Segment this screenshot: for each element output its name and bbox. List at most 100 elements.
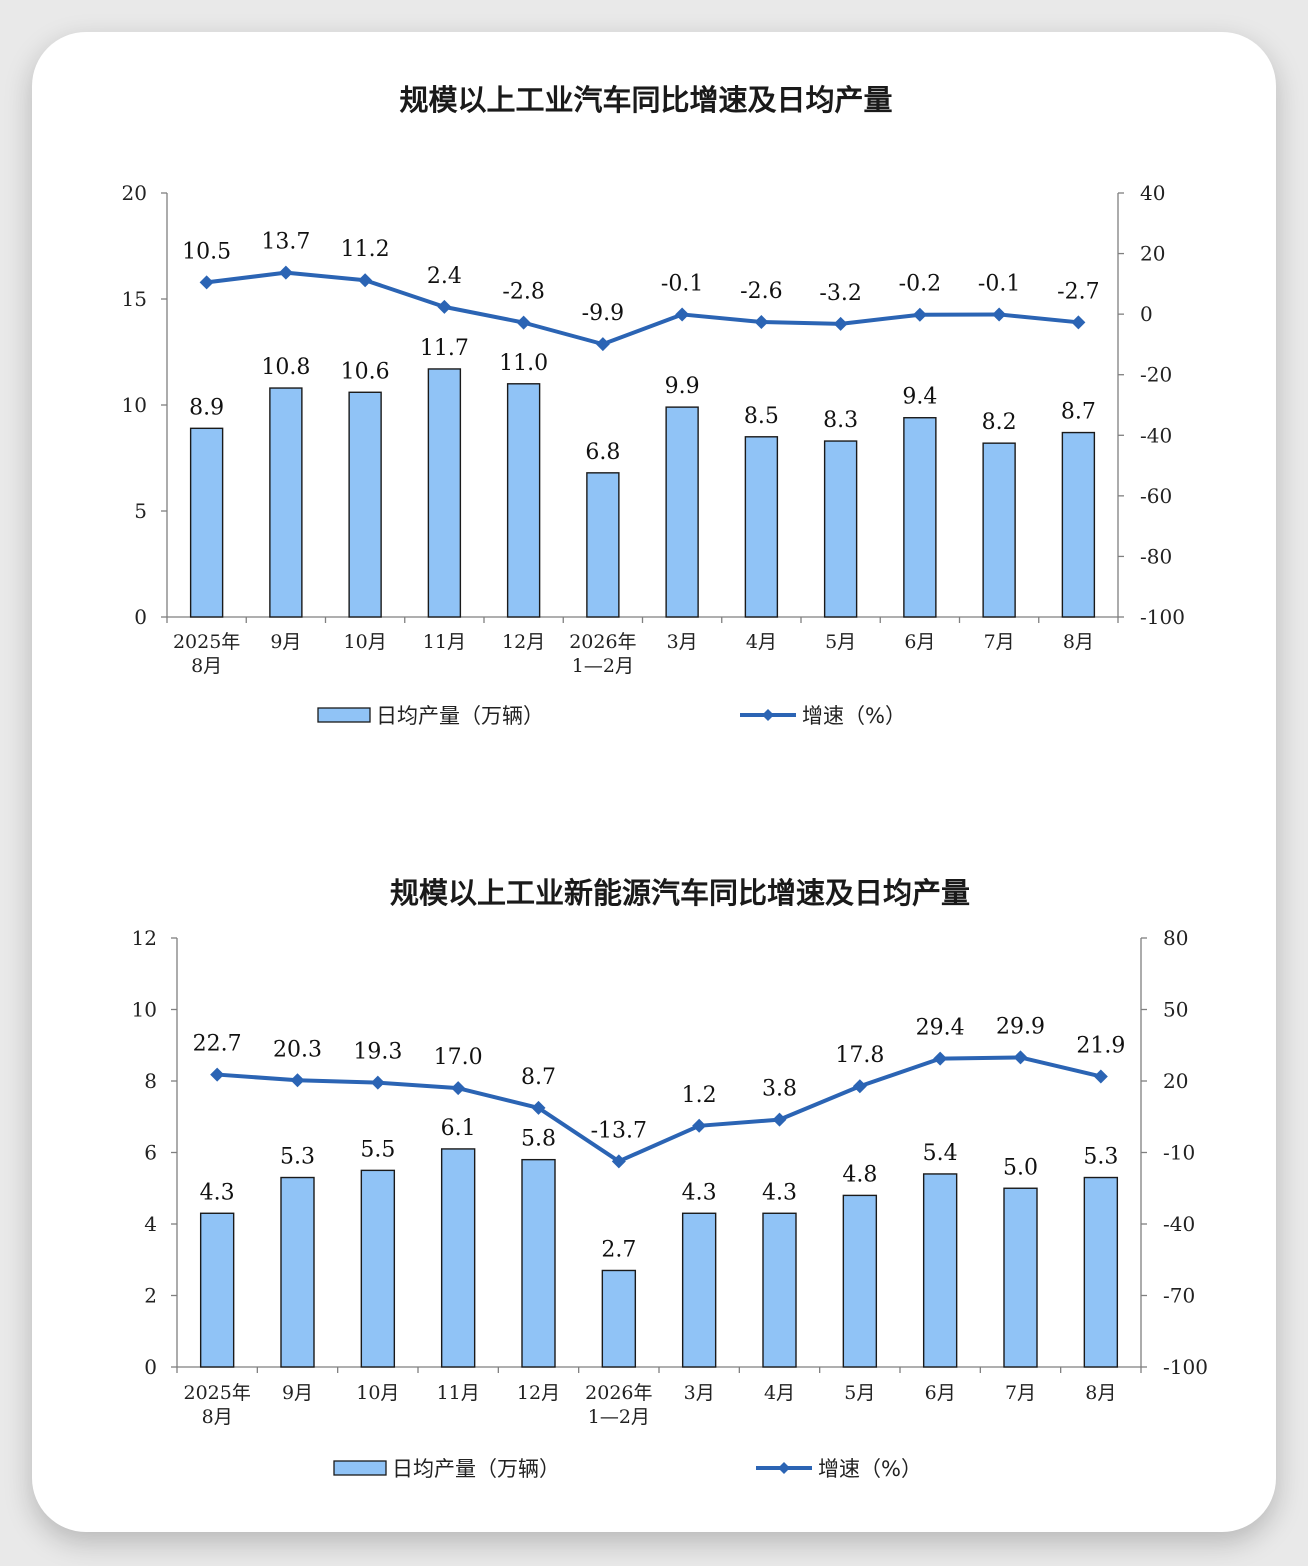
left-tick-label: 15: [122, 287, 147, 311]
left-tick-label: 20: [122, 181, 147, 205]
line-point: [1013, 1050, 1028, 1065]
line-point: [675, 307, 690, 322]
bar: [506, 383, 541, 618]
bar: [1003, 1187, 1038, 1368]
line-value-label: 22.7: [193, 1032, 242, 1057]
legend-line-marker: [778, 1462, 790, 1474]
legend-line-label: 增速（%）: [802, 704, 906, 728]
line-point: [290, 1073, 305, 1088]
line-point: [451, 1081, 466, 1096]
line-value-label: 17.8: [835, 1043, 884, 1068]
line-point: [933, 1051, 948, 1066]
left-tick-label: 8: [144, 1069, 157, 1093]
line-point: [611, 1154, 626, 1169]
line-value-label: -0.1: [978, 271, 1020, 296]
x-tick-label: 10月: [356, 1382, 399, 1404]
x-tick-label: 6月: [904, 631, 935, 653]
line-point: [992, 307, 1007, 322]
bar-value-label: 5.3: [280, 1145, 315, 1170]
x-tick-label: 4月: [764, 1382, 795, 1404]
growth-line: [206, 270, 1079, 347]
right-tick-label: 0: [1140, 302, 1153, 326]
bar-value-label: 6.8: [585, 440, 620, 465]
right-tick-label: 20: [1140, 242, 1165, 266]
line-point: [370, 1075, 385, 1090]
bar: [1083, 1176, 1119, 1368]
x-tick-label: 6月: [925, 1382, 956, 1404]
bar-value-label: 5.0: [1003, 1155, 1038, 1180]
line-point: [772, 1112, 787, 1127]
bar: [922, 1173, 958, 1368]
line-value-label: 20.3: [273, 1037, 322, 1062]
line-point: [595, 337, 610, 352]
left-tick-label: 5: [134, 499, 147, 523]
bar: [744, 436, 779, 618]
left-tick-label: 0: [144, 1355, 157, 1379]
bar: [360, 1169, 396, 1368]
line-point: [531, 1100, 546, 1115]
growth-line: [217, 1055, 1102, 1164]
bar-value-label: 6.1: [441, 1116, 476, 1141]
x-tick-label: 3月: [684, 1382, 715, 1404]
right-tick-label: 20: [1163, 1069, 1188, 1093]
legend-bar-label: 日均产量（万辆）: [392, 1457, 560, 1481]
bar: [280, 1176, 315, 1368]
bar-value-label: 4.8: [842, 1162, 877, 1187]
right-tick-label: 80: [1163, 926, 1188, 950]
x-tick-label: 2026年 1—2月: [585, 1382, 652, 1428]
bar-value-label: 10.8: [261, 355, 310, 380]
line-value-label: 10.5: [182, 239, 231, 264]
bar-value-label: 8.5: [744, 404, 779, 429]
line-point: [278, 265, 293, 280]
line-point: [833, 316, 848, 331]
bar: [440, 1148, 476, 1368]
right-tick-label: -40: [1140, 423, 1172, 447]
chart-1: 规模以上工业汽车同比增速及日均产量 0 5 10 15 20 -100 -80 -60 -40 -2…: [122, 83, 1185, 728]
legend-bar-swatch: [333, 1460, 387, 1476]
line-value-label: -13.7: [591, 1118, 647, 1143]
line-value-label: -2.8: [502, 280, 544, 305]
line-value-label: 17.0: [434, 1045, 483, 1070]
legend-bar-swatch: [317, 707, 371, 723]
bar-value-label: 4.3: [200, 1180, 235, 1205]
line-point: [1093, 1069, 1108, 1084]
line-value-label: -0.1: [661, 271, 703, 296]
bar-value-label: 4.3: [682, 1180, 717, 1205]
line-value-label: 8.7: [521, 1065, 556, 1090]
right-tick-label: -100: [1140, 605, 1185, 629]
line-point: [437, 299, 452, 314]
x-tick-label: 2025年 8月: [183, 1382, 250, 1428]
legend-bar-label: 日均产量（万辆）: [376, 704, 544, 728]
line-point: [358, 273, 373, 288]
right-tick-label: -40: [1163, 1212, 1195, 1236]
line-value-label: 21.9: [1076, 1033, 1125, 1058]
bar: [1061, 431, 1096, 618]
bar-value-label: 9.4: [902, 385, 937, 410]
bar: [586, 472, 620, 618]
x-tick-label: 11月: [423, 631, 466, 653]
bar: [427, 368, 462, 618]
bar-value-label: 2.7: [601, 1237, 636, 1262]
line-value-label: 3.8: [762, 1077, 797, 1102]
bar: [823, 440, 858, 618]
line-value-label: -9.9: [582, 301, 624, 326]
x-tick-label: 2025年 8月: [173, 631, 240, 677]
left-tick-label: 10: [122, 393, 147, 417]
line-value-label: -2.6: [740, 279, 782, 304]
legend-line-marker: [762, 709, 774, 721]
left-tick-label: 0: [134, 605, 147, 629]
x-tick-label: 4月: [746, 631, 777, 653]
bar-value-label: 5.5: [360, 1137, 395, 1162]
bar-value-label: 8.3: [823, 408, 858, 433]
x-tick-label: 5月: [844, 1382, 875, 1404]
line-value-label: -0.2: [899, 272, 941, 297]
x-tick-label: 8月: [1085, 1382, 1116, 1404]
line-point: [1071, 315, 1086, 330]
bar-value-label: 11.0: [499, 351, 548, 376]
bar: [521, 1158, 556, 1368]
x-tick-label: 5月: [825, 631, 856, 653]
line-value-label: 19.3: [353, 1040, 402, 1065]
line-point: [692, 1118, 707, 1133]
x-tick-label: 9月: [282, 1382, 313, 1404]
